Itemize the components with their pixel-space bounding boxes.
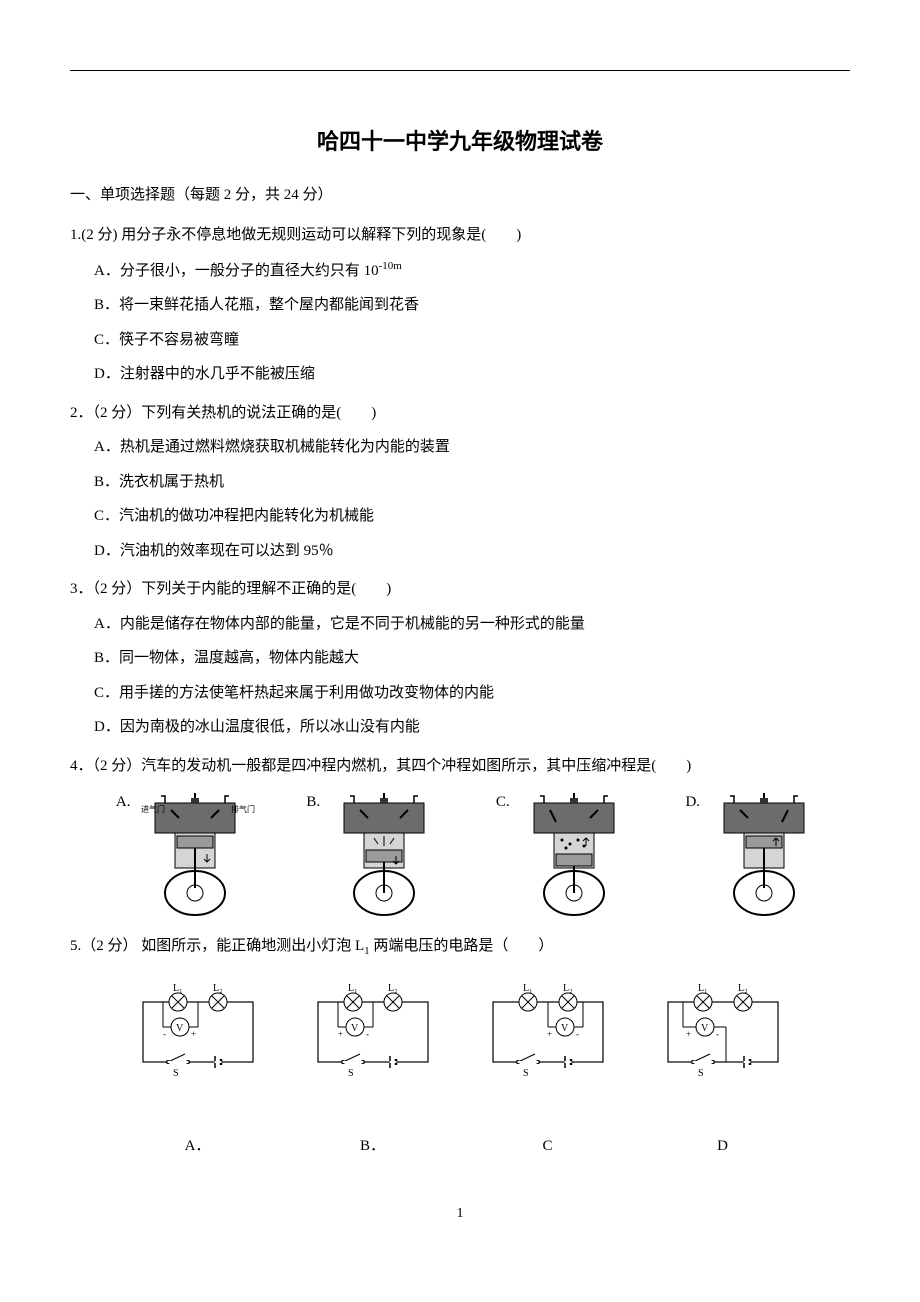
engine-diagram-a: 进气门 排气门: [135, 788, 255, 918]
q1-optA-sup: -10m: [379, 260, 402, 272]
q3-option-c: C．用手搓的方法使笔杆热起来属于利用做功改变物体的内能: [94, 679, 850, 708]
svg-text:L₁: L₁: [173, 983, 183, 994]
q5-stem: 5.（2 分） 如图所示，能正确地测出小灯泡 L1 两端电压的电路是（ ）: [70, 932, 850, 962]
q3-option-d: D．因为南极的冰山温度很低，所以冰山没有内能: [94, 713, 850, 742]
svg-text:-: -: [163, 1029, 166, 1039]
q4-fig-b: B.: [306, 788, 444, 918]
svg-text:L₁: L₁: [523, 983, 533, 994]
q3-stem: 3．（2 分）下列关于内能的理解不正确的是( ): [70, 575, 850, 604]
svg-text:S: S: [173, 1068, 179, 1079]
q2-option-a: A．热机是通过燃料燃烧获取机械能转化为内能的装置: [94, 433, 850, 462]
top-rule: [70, 70, 850, 71]
q1-options: A．分子很小，一般分子的直径大约只有 10-10m B．将一束鲜花插人花瓶，整个…: [70, 256, 850, 389]
q4-fig-c: C.: [496, 788, 634, 918]
svg-text:V: V: [561, 1023, 569, 1034]
svg-text:排气门: 排气门: [231, 804, 255, 814]
q5-label-c: C: [473, 1132, 623, 1161]
exam-title: 哈四十一中学九年级物理试卷: [70, 121, 850, 163]
section-1-header: 一、单项选择题（每题 2 分，共 24 分）: [70, 181, 850, 210]
q5-stem-suffix: 两端电压的电路是（ ）: [370, 938, 554, 954]
q5-label-d: D: [648, 1132, 798, 1161]
q1-option-a: A．分子很小，一般分子的直径大约只有 10-10m: [94, 256, 850, 286]
svg-text:L₂: L₂: [213, 983, 223, 994]
svg-text:+: +: [547, 1029, 552, 1039]
circuit-diagram-d: L₁ L₂ V + - S: [648, 982, 798, 1082]
svg-text:+: +: [338, 1029, 343, 1039]
q1-stem: 1.(2 分) 用分子永不停息地做无规则运动可以解释下列的现象是( ): [70, 221, 850, 250]
q5-stem-prefix: 5.（2 分） 如图所示，能正确地测出小灯泡 L: [70, 938, 364, 954]
svg-text:+: +: [191, 1029, 196, 1039]
svg-text:+: +: [686, 1029, 691, 1039]
question-1: 1.(2 分) 用分子永不停息地做无规则运动可以解释下列的现象是( ) A．分子…: [70, 221, 850, 389]
engine-diagram-d: [704, 788, 824, 918]
q2-option-c: C．汽油机的做功冲程把内能转化为机械能: [94, 502, 850, 531]
q4-label-a: A.: [116, 788, 131, 817]
q2-options: A．热机是通过燃料燃烧获取机械能转化为内能的装置 B．洗衣机属于热机 C．汽油机…: [70, 433, 850, 565]
q4-fig-d: D.: [685, 788, 824, 918]
q5-figures: L₁ L₂ V - + S: [110, 982, 810, 1082]
q5-answer-labels: A． B． C D: [110, 1132, 810, 1161]
q1-option-c: C．筷子不容易被弯瞳: [94, 326, 850, 355]
circuit-diagram-c: L₁ L₂ V + - S: [473, 982, 623, 1082]
svg-text:-: -: [576, 1029, 579, 1039]
q3-option-a: A．内能是储存在物体内部的能量，它是不同于机械能的另一种形式的能量: [94, 610, 850, 639]
q2-stem: 2．（2 分）下列有关热机的说法正确的是( ): [70, 399, 850, 428]
page-number: 1: [70, 1201, 850, 1228]
svg-text:-: -: [716, 1029, 719, 1039]
svg-text:L₁: L₁: [698, 983, 708, 994]
svg-text:S: S: [698, 1068, 704, 1079]
svg-text:V: V: [701, 1023, 709, 1034]
q1-option-b: B．将一束鲜花插人花瓶，整个屋内都能闻到花香: [94, 291, 850, 320]
svg-text:L₂: L₂: [563, 983, 573, 994]
svg-text:V: V: [176, 1023, 184, 1034]
q4-fig-a: A. 进气门 排气门: [116, 788, 255, 918]
svg-text:L₂: L₂: [388, 983, 398, 994]
q3-options: A．内能是储存在物体内部的能量，它是不同于机械能的另一种形式的能量 B．同一物体…: [70, 610, 850, 742]
q4-label-c: C.: [496, 788, 510, 817]
q1-option-d: D．注射器中的水几乎不能被压缩: [94, 360, 850, 389]
q4-stem: 4．（2 分）汽车的发动机一般都是四冲程内燃机，其四个冲程如图所示，其中压缩冲程…: [70, 752, 850, 781]
svg-text:进气门: 进气门: [141, 804, 165, 814]
q4-figures: A. 进气门 排气门 B.: [90, 788, 850, 918]
question-2: 2．（2 分）下列有关热机的说法正确的是( ) A．热机是通过燃料燃烧获取机械能…: [70, 399, 850, 566]
circuit-diagram-a: L₁ L₂ V - + S: [123, 982, 273, 1082]
q5-label-b: B．: [298, 1132, 448, 1161]
q4-label-d: D.: [685, 788, 700, 817]
question-3: 3．（2 分）下列关于内能的理解不正确的是( ) A．内能是储存在物体内部的能量…: [70, 575, 850, 742]
engine-diagram-b: [324, 788, 444, 918]
svg-text:L₂: L₂: [738, 983, 748, 994]
question-4: 4．（2 分）汽车的发动机一般都是四冲程内燃机，其四个冲程如图所示，其中压缩冲程…: [70, 752, 850, 919]
svg-text:L₁: L₁: [348, 983, 358, 994]
q1-optA-text: A．分子很小，一般分子的直径大约只有 10: [94, 263, 379, 279]
svg-text:S: S: [348, 1068, 354, 1079]
circuit-diagram-b: L₁ L₂ V + - S: [298, 982, 448, 1082]
q2-option-b: B．洗衣机属于热机: [94, 468, 850, 497]
q5-label-a: A．: [123, 1132, 273, 1161]
q2-option-d: D．汽油机的效率现在可以达到 95％: [94, 537, 850, 566]
svg-text:V: V: [351, 1023, 359, 1034]
svg-text:-: -: [366, 1029, 369, 1039]
question-5: 5.（2 分） 如图所示，能正确地测出小灯泡 L1 两端电压的电路是（ ） L₁…: [70, 932, 850, 1160]
q3-option-b: B．同一物体，温度越高，物体内能越大: [94, 644, 850, 673]
svg-text:S: S: [523, 1068, 529, 1079]
q4-label-b: B.: [306, 788, 320, 817]
engine-diagram-c: [514, 788, 634, 918]
